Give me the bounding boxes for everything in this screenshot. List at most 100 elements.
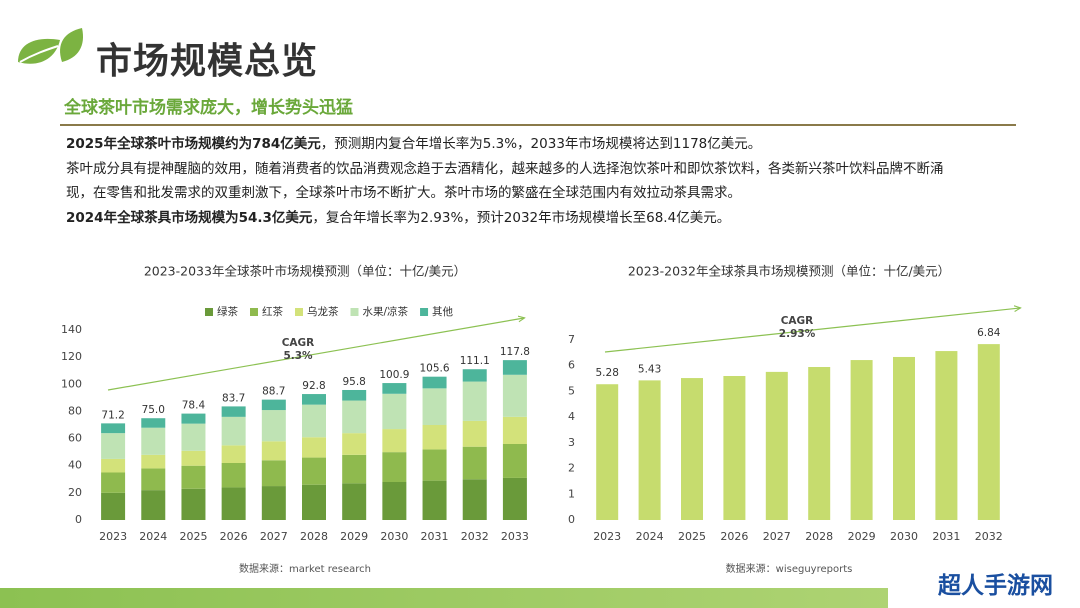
bar-segment [221,406,246,417]
annotation: 2.93% [779,328,816,340]
y-tick-label: 100 [61,377,82,390]
x-tick-label: 2030 [380,530,408,543]
bar-segment [462,479,487,520]
total-label: 95.8 [342,376,365,388]
paragraph-text: ，复合年增长率为2.93%，预计2032年市场规模增长至68.4亿美元。 [312,209,731,226]
legend-label: 其他 [432,305,453,318]
x-tick-label: 2028 [805,530,833,543]
bar-segment [221,445,246,463]
bar [723,376,746,520]
value-label: 5.43 [638,363,661,375]
leaf-icon [18,28,84,64]
bar-segment [342,400,367,434]
bar-segment [382,452,407,482]
total-label: 75.0 [142,404,165,416]
paragraph-text: ，预测期内复合年增长率为5.3%，2033年市场规模将达到1178亿美元。 [320,136,762,152]
trend-arrow [107,318,524,391]
paragraph-text: 茶叶成分具有提神醒脑的效用，随着消费者的饮品消费观念趋于去酒精化，越来越多的人选… [66,160,944,202]
bar-segment [422,388,447,425]
x-tick-label: 2024 [139,530,167,543]
bar-segment [422,425,447,450]
bar-segment [502,444,527,478]
bar-segment [502,374,527,417]
total-label: 92.8 [302,380,325,392]
x-tick-label: 2027 [260,530,288,543]
bar-segment [261,410,286,442]
bar-segment [141,418,166,428]
x-tick-label: 2027 [763,530,791,543]
bar-segment [261,399,286,411]
legend-swatch [420,308,429,316]
bar-segment [221,463,246,488]
bar [893,356,915,520]
bar-segment [221,416,246,446]
bar-segment [141,468,166,491]
y-tick-label: 20 [68,486,82,499]
y-tick-label: 2 [568,462,575,475]
bar-segment [302,394,326,405]
x-tick-label: 2031 [932,530,960,543]
x-tick-label: 2026 [220,530,248,543]
bar [681,378,703,520]
bar-segment [261,460,286,487]
bar-segment [422,449,447,481]
x-tick-label: 2028 [300,530,328,543]
bar [638,380,661,520]
bar [808,367,831,520]
total-label: 83.7 [222,392,245,404]
legend-swatch [250,308,258,316]
y-tick-label: 3 [568,436,575,449]
bar-segment [181,488,206,520]
x-tick-label: 2031 [421,530,449,543]
bar-segment [382,383,407,394]
bar-segment [181,413,206,424]
annotation: 5.3% [283,350,313,362]
annotation: CAGR [781,315,814,327]
x-tick-label: 2023 [593,530,621,543]
bar-segment [462,381,487,421]
bar-segment [342,389,367,401]
bar-segment [382,429,407,453]
y-tick-label: 1 [568,487,575,500]
x-tick-label: 2029 [848,530,876,543]
bar-segment [261,441,286,461]
bar [935,351,958,520]
bar-segment [422,480,447,520]
bar [850,360,873,520]
bar-segment [141,454,166,469]
bar-segment [302,457,326,485]
bar-segment [462,446,487,480]
total-label: 117.8 [500,346,530,358]
bar-segment [181,465,206,489]
source: 数据来源：wiseguyreports [726,562,853,575]
legend-label: 水果/凉茶 [363,305,409,318]
bar [596,384,619,520]
y-tick-label: 60 [68,432,82,445]
bar-segment [101,458,126,473]
divider [60,124,1016,126]
total-label: 100.9 [379,369,409,381]
legend-label: 乌龙茶 [307,305,339,318]
total-label: 88.7 [262,386,285,398]
total-label: 111.1 [460,355,490,367]
watermark-box [888,556,1080,608]
y-tick-label: 120 [61,350,82,363]
page-title: 市场规模总览 [96,41,319,82]
bar-segment [141,490,166,520]
bar-segment [141,427,166,455]
y-tick-label: 7 [568,333,575,346]
bar-segment [181,423,206,451]
bar-segment [342,454,367,484]
bar-segment [382,482,407,520]
bar-segment [302,437,326,458]
bar-segment [101,472,126,493]
bar-segment [502,477,527,520]
x-tick-label: 2032 [975,530,1003,543]
x-tick-label: 2026 [720,530,748,543]
y-tick-label: 5 [568,384,575,397]
x-tick-label: 2029 [340,530,368,543]
paragraph-text: 2024年全球茶具市场规模为54.3亿美元 [66,209,313,226]
bar-segment [382,393,407,430]
y-tick-label: 0 [568,513,575,526]
